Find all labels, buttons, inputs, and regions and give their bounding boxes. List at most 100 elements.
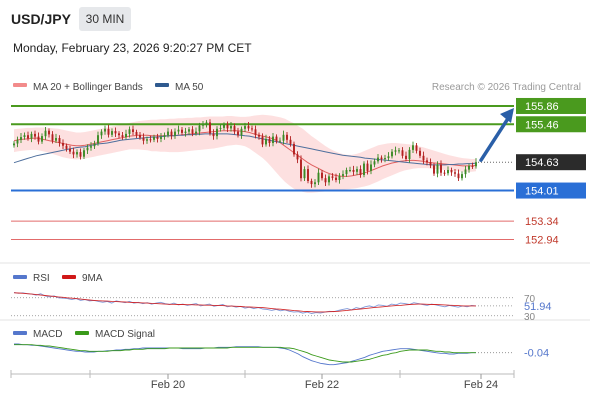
candle-body <box>188 129 190 132</box>
candle-body <box>279 140 281 142</box>
candle-body <box>132 129 134 132</box>
candle-body <box>433 165 435 174</box>
credit-text: Research © 2026 Trading Central <box>432 82 581 93</box>
candle-body <box>370 164 372 171</box>
resistance-level-tag <box>516 116 586 133</box>
macd-legend-label: MACD <box>33 329 62 340</box>
candle-body <box>233 126 236 132</box>
candle-body <box>139 135 141 138</box>
candle-body <box>69 148 71 152</box>
forecast-arrow-head <box>500 107 514 123</box>
macd-panel: -0.04 <box>14 343 549 366</box>
candle-body <box>461 174 463 179</box>
rsi-legend-swatch <box>13 275 27 279</box>
candle-body <box>464 169 467 175</box>
rsi-ma-line <box>13 292 476 313</box>
rsi-level-70-label: 70 <box>524 294 536 305</box>
candle-body <box>177 129 180 132</box>
candle-body <box>104 128 106 132</box>
rsi-ma-legend-swatch <box>62 275 76 279</box>
candle-body <box>114 131 117 134</box>
candle-body <box>79 152 82 157</box>
candle-body <box>331 176 334 178</box>
candle-body <box>153 137 155 140</box>
candle-body <box>76 152 78 155</box>
candle-body <box>107 128 110 135</box>
candle-body <box>55 138 57 141</box>
candle-body <box>422 155 425 161</box>
candle-body <box>160 137 162 139</box>
forecast-arrow <box>479 107 514 162</box>
candle-body <box>419 150 421 156</box>
candle-body <box>293 143 295 155</box>
candle-body <box>436 164 439 174</box>
candle-body <box>142 137 145 141</box>
candle-body <box>226 124 229 129</box>
candle-body <box>244 126 246 129</box>
timeframe-button[interactable]: 30 MIN <box>79 7 131 31</box>
candle-body <box>20 137 22 140</box>
macd-signal-legend-label: MACD Signal <box>95 329 155 340</box>
candle-body <box>268 138 271 143</box>
time-axis-label: Feb 22 <box>305 379 339 391</box>
candle-body <box>429 162 432 166</box>
candle-body <box>240 128 243 136</box>
current-price-tag <box>516 154 586 171</box>
candle-body <box>223 124 225 128</box>
candle-body <box>345 170 348 175</box>
candle-body <box>216 128 218 137</box>
macd-legend-swatch <box>13 331 27 335</box>
candle-body <box>317 172 320 183</box>
candle-body <box>174 131 176 136</box>
candle-body <box>412 145 414 150</box>
candle-body <box>471 165 474 167</box>
candle-body <box>72 151 75 155</box>
candle-body <box>83 150 85 157</box>
candle-body <box>426 160 428 163</box>
candle-body <box>401 150 404 156</box>
resistance-level-label: 155.46 <box>525 119 559 131</box>
forecast-arrow-shaft <box>479 115 511 162</box>
candle-body <box>405 155 407 159</box>
candle-body <box>342 174 344 176</box>
resistance-level-tag <box>516 97 586 114</box>
macd-signal-line <box>14 344 476 363</box>
candle-body <box>181 129 183 133</box>
candle-body <box>65 145 68 149</box>
candle-body <box>146 139 148 141</box>
candle-body <box>286 134 288 140</box>
candle-body <box>307 169 309 181</box>
current-price-label: 154.63 <box>525 157 559 169</box>
macd-current-label: -0.04 <box>524 348 549 360</box>
candle-body <box>258 134 260 137</box>
candle-body <box>457 173 460 179</box>
candle-body <box>237 131 239 136</box>
candle-body <box>135 132 138 136</box>
candle-body <box>272 136 274 143</box>
candle-body <box>13 143 15 146</box>
candle-body <box>254 129 257 135</box>
ma20-legend-label: MA 20 + Bollinger Bands <box>33 82 143 93</box>
resistance-level-label: 155.86 <box>525 101 559 113</box>
time-axis-label: Feb 24 <box>464 379 498 391</box>
candle-body <box>44 130 47 137</box>
candle-body <box>251 128 253 130</box>
time-axis-label: Feb 20 <box>151 379 185 391</box>
candle-body <box>118 133 120 136</box>
candle-body <box>209 122 211 134</box>
candle-body <box>212 133 215 137</box>
ma20-legend-swatch <box>13 83 27 87</box>
candle-body <box>205 122 208 125</box>
candle-body <box>349 170 351 171</box>
candle-body <box>468 165 470 170</box>
candle-body <box>93 143 96 147</box>
support-level-tag <box>516 182 586 199</box>
candle-body <box>310 180 313 185</box>
candle-body <box>41 136 43 142</box>
candle-body <box>163 135 166 137</box>
time-axis: Feb 20 Feb 22 Feb 24 <box>10 370 515 391</box>
candle-body <box>391 151 393 157</box>
candle-body <box>58 138 61 143</box>
candle-body <box>170 131 173 136</box>
candle-body <box>377 157 379 162</box>
